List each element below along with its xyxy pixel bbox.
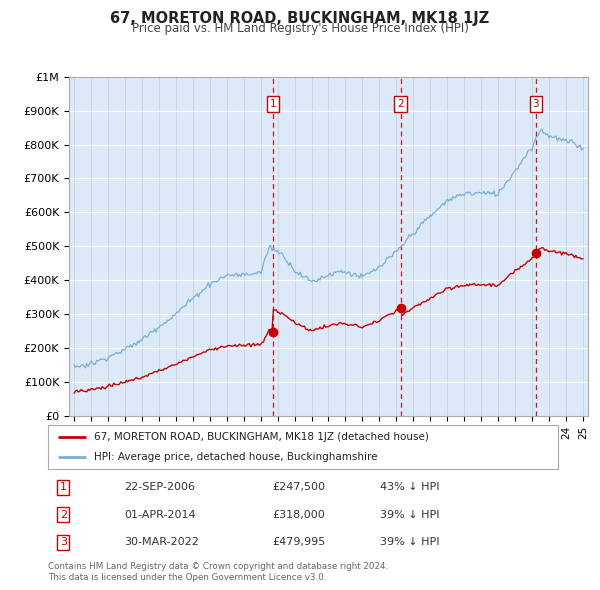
Text: 67, MORETON ROAD, BUCKINGHAM, MK18 1JZ: 67, MORETON ROAD, BUCKINGHAM, MK18 1JZ [110,11,490,25]
Text: 67, MORETON ROAD, BUCKINGHAM, MK18 1JZ (detached house): 67, MORETON ROAD, BUCKINGHAM, MK18 1JZ (… [94,432,429,442]
Text: £247,500: £247,500 [272,483,325,493]
Text: 30-MAR-2022: 30-MAR-2022 [125,537,199,547]
Text: 3: 3 [533,99,539,109]
Text: 3: 3 [60,537,67,547]
Text: £318,000: £318,000 [272,510,325,520]
Text: 2: 2 [60,510,67,520]
Text: HPI: Average price, detached house, Buckinghamshire: HPI: Average price, detached house, Buck… [94,452,377,462]
Text: 01-APR-2014: 01-APR-2014 [125,510,196,520]
Text: 43% ↓ HPI: 43% ↓ HPI [380,483,439,493]
Text: Contains HM Land Registry data © Crown copyright and database right 2024.
This d: Contains HM Land Registry data © Crown c… [48,562,388,582]
Text: 39% ↓ HPI: 39% ↓ HPI [380,537,439,547]
Text: 22-SEP-2006: 22-SEP-2006 [125,483,196,493]
Text: 1: 1 [60,483,67,493]
Text: £479,995: £479,995 [272,537,326,547]
Text: 39% ↓ HPI: 39% ↓ HPI [380,510,439,520]
Text: 2: 2 [397,99,404,109]
Text: 1: 1 [270,99,277,109]
Text: Price paid vs. HM Land Registry's House Price Index (HPI): Price paid vs. HM Land Registry's House … [131,22,469,35]
